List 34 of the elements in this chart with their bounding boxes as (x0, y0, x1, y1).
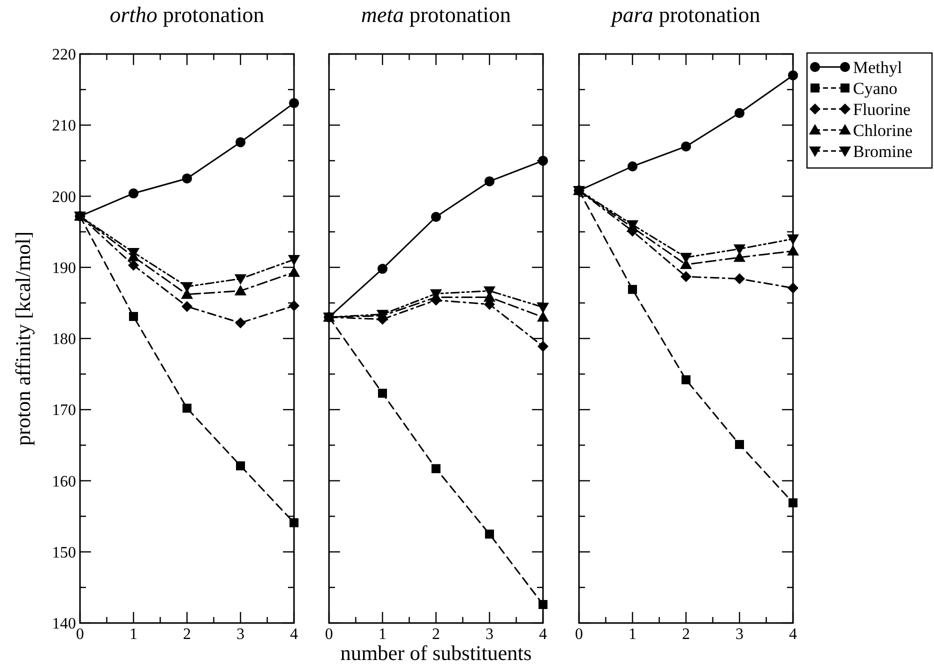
x-tick-label: 4 (789, 626, 797, 643)
x-tick-label: 3 (236, 626, 244, 643)
y-tick-label: 180 (52, 331, 76, 348)
x-tick-label: 1 (378, 626, 386, 643)
x-tick-label: 1 (130, 626, 138, 643)
x-tick-label: 0 (325, 626, 333, 643)
y-tick-label: 220 (52, 46, 76, 64)
y-axis-title: proton affinity [kcal/mol] (11, 231, 35, 446)
x-tick-label: 3 (486, 626, 494, 643)
x-tick-label: 1 (628, 626, 636, 643)
y-tick-label: 200 (52, 188, 76, 206)
legend-label: Fluorine (853, 100, 911, 119)
chart-title: para protonation (610, 2, 760, 27)
y-tick-label: 170 (52, 402, 76, 420)
legend-label: Methyl (853, 58, 902, 77)
x-tick-label: 4 (539, 626, 547, 643)
y-tick-label: 140 (52, 616, 76, 633)
y-tick-label: 160 (52, 473, 76, 490)
x-tick-label: 2 (682, 626, 690, 643)
chart-title: meta protonation (361, 2, 511, 27)
x-tick-label: 2 (432, 626, 440, 643)
legend-label: Chlorine (853, 120, 912, 140)
x-tick-label: 0 (575, 626, 583, 643)
x-tick-label: 3 (736, 626, 744, 643)
x-tick-label: 4 (290, 626, 298, 643)
x-tick-label: 2 (183, 626, 191, 643)
chart-title: ortho protonation (110, 2, 264, 27)
x-axis-title: number of substituents (340, 641, 532, 665)
legend-label: Cyano (853, 78, 898, 98)
y-tick-label: 210 (52, 118, 76, 135)
x-tick-label: 0 (76, 626, 84, 643)
y-tick-label: 190 (52, 260, 76, 277)
legend-label: Bromine (853, 142, 912, 161)
y-tick-label: 150 (52, 544, 76, 562)
